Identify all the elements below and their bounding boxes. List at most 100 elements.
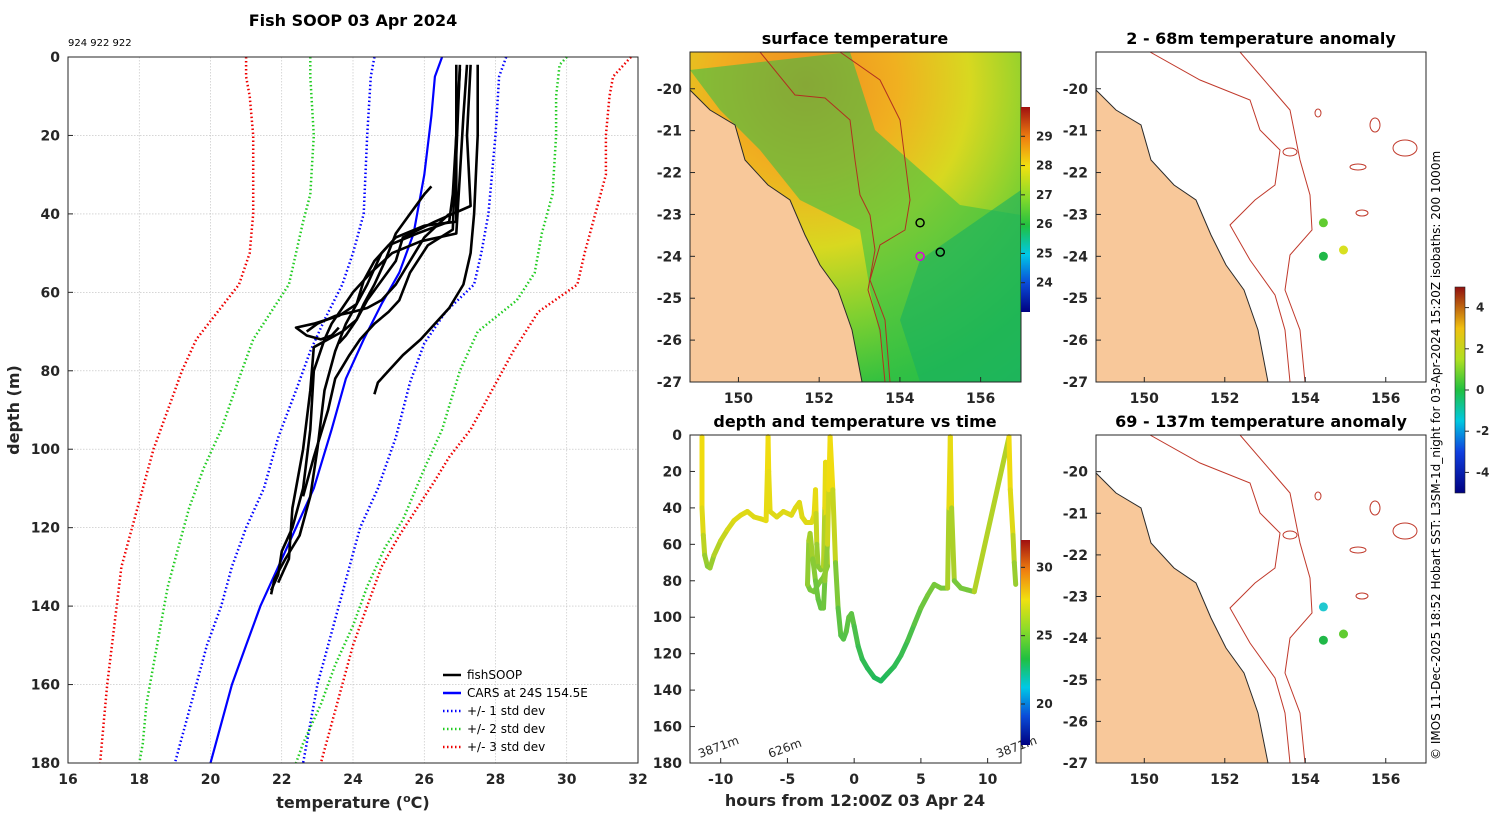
track-segment xyxy=(822,541,830,584)
depth-time-x-label: hours from 12:00Z 03 Apr 24 xyxy=(725,791,985,810)
fishsoop-profile-6 xyxy=(373,64,479,395)
profile-x-ticks: 16 18 20 22 24 26 28 30 32 xyxy=(58,772,647,788)
depth-time-x-tick: 5 xyxy=(916,772,926,788)
track-segment xyxy=(971,434,1012,595)
map-y-tick: -25 xyxy=(1063,291,1088,307)
depth-time-colorbar-ticks: 30 25 20 xyxy=(1021,560,1053,711)
profile-y-tick: 40 xyxy=(41,207,61,223)
anomaly-shallow-map xyxy=(1096,52,1418,382)
sst-colorbar-tick: 28 xyxy=(1036,159,1053,173)
track-segment xyxy=(947,434,955,511)
depth-time-title: depth and temperature vs time xyxy=(713,412,996,431)
profile-y-tick: 0 xyxy=(50,50,60,66)
anomaly-shallow-contour xyxy=(1282,147,1298,157)
profile-y-tick: 120 xyxy=(31,521,60,537)
anomaly-deep-isobath-200 xyxy=(1149,435,1291,763)
sst-isobath-1000 xyxy=(839,52,911,382)
depth-time-y-tick: 180 xyxy=(653,756,682,772)
profile-x-tick: 24 xyxy=(343,772,363,788)
profile-y-ticks: 0 20 40 60 80 100 120 140 160 180 xyxy=(31,50,60,772)
anomaly-shallow-x-ticks: 150 152 154 156 xyxy=(1130,377,1400,407)
map-y-tick: -27 xyxy=(1063,756,1088,772)
map-y-tick: -20 xyxy=(1063,82,1089,98)
depth-time-colorbar-tick: 30 xyxy=(1036,560,1053,574)
legend-std1: +/- 1 std dev xyxy=(467,704,545,718)
map-y-tick: -20 xyxy=(1063,465,1089,481)
track-segment xyxy=(766,468,773,514)
anomaly-colorbar-ticks: 4 2 0 -2 -4 xyxy=(1465,301,1489,479)
depth-time-y-tick: 80 xyxy=(663,574,683,590)
anomaly-point xyxy=(1339,245,1348,255)
anomaly-point xyxy=(1318,251,1328,261)
track-segment xyxy=(830,487,838,566)
profile-x-label: temperature (oC) xyxy=(276,792,429,812)
track-segment xyxy=(905,622,917,644)
profile-y-label: depth (m) xyxy=(4,365,23,455)
track-segment xyxy=(1006,434,1013,493)
map-y-tick: -23 xyxy=(1063,590,1088,606)
map-x-tick: 156 xyxy=(966,391,995,407)
depth-time-y-tick: 160 xyxy=(653,720,682,736)
anomaly-shallow-isobath-1000 xyxy=(1239,52,1313,382)
sst-y-ticks: -20 -21 -22 -23 -24 -25 -26 -27 xyxy=(657,82,695,391)
track-segment xyxy=(1007,487,1016,538)
profile-frame xyxy=(67,56,639,764)
profile-x-tick: 30 xyxy=(557,772,577,788)
track-segment xyxy=(827,434,836,493)
profile-x-tick: 22 xyxy=(272,772,291,788)
track-segment xyxy=(945,505,952,591)
map-y-tick: -24 xyxy=(657,249,683,265)
sst-isobath-200 xyxy=(759,52,886,382)
depth-time-x-ticks: -10 -5 0 5 10 xyxy=(708,758,998,788)
map-y-tick: -26 xyxy=(1063,333,1088,349)
anomaly-point xyxy=(1318,635,1328,645)
depth-time-x-tick: 0 xyxy=(849,772,859,788)
depth-time-x-tick: -10 xyxy=(708,772,734,788)
anomaly-point xyxy=(1318,218,1328,228)
anomaly-deep-contour xyxy=(1282,530,1298,540)
profile-panel: 16 18 20 22 24 26 28 30 32 0 20 40 60 80 100 120 140 160… xyxy=(4,50,648,812)
map-y-tick: -21 xyxy=(657,124,682,140)
sst-colorbar-tick: 27 xyxy=(1036,188,1053,202)
sst-map-title: surface temperature xyxy=(762,29,949,48)
profile-x-tick: 20 xyxy=(201,772,221,788)
map-x-tick: 150 xyxy=(724,391,753,407)
anomaly-shallow-isobath-200 xyxy=(1149,52,1291,382)
anomaly-shallow-contour xyxy=(1392,139,1418,157)
sst-marker xyxy=(915,218,925,228)
fishsoop-profile-5 xyxy=(301,68,462,497)
map-y-tick: -22 xyxy=(1063,548,1088,564)
map-x-tick: 156 xyxy=(1371,772,1400,788)
depth-time-y-tick: 120 xyxy=(653,647,682,663)
sst-colorbar xyxy=(1021,107,1030,312)
track-segment xyxy=(700,532,708,558)
anomaly-colorbar-tick: -4 xyxy=(1476,465,1489,479)
anomaly-point xyxy=(1318,602,1328,612)
profile-series xyxy=(98,56,632,764)
anomaly-deep-frame xyxy=(1095,434,1427,764)
sst-colorbar-tick: 24 xyxy=(1036,276,1053,290)
id-note: 924 922 922 xyxy=(68,38,132,49)
track-segment xyxy=(810,556,818,584)
profile-x-tick: 18 xyxy=(130,772,149,788)
anomaly-deep-contour xyxy=(1349,546,1367,554)
depth-time-y-tick: 140 xyxy=(653,683,682,699)
map-y-tick: -24 xyxy=(1063,631,1089,647)
anomaly-deep-x-ticks: 150 152 154 156 xyxy=(1130,758,1400,788)
profile-y-tick: 100 xyxy=(31,442,60,458)
map-y-tick: -26 xyxy=(657,333,682,349)
track-segment xyxy=(835,605,844,638)
anomaly-shallow-title: 2 - 68m temperature anomaly xyxy=(1126,29,1396,48)
track-segment xyxy=(1010,532,1017,566)
anomaly-deep-land xyxy=(1096,472,1269,763)
anomaly-deep-contour xyxy=(1314,491,1322,501)
legend-cars: CARS at 24S 154.5E xyxy=(467,686,588,700)
map-y-tick: -25 xyxy=(1063,673,1088,689)
map-y-tick: -25 xyxy=(657,291,682,307)
sst-map-panel: surface temperature 150 152 154 156 -20-21-… xyxy=(657,29,1053,407)
sst-marker xyxy=(935,247,946,257)
profile-x-tick: 32 xyxy=(628,772,647,788)
track-segment xyxy=(821,578,828,611)
depth-time-y-tick: 40 xyxy=(663,501,683,517)
